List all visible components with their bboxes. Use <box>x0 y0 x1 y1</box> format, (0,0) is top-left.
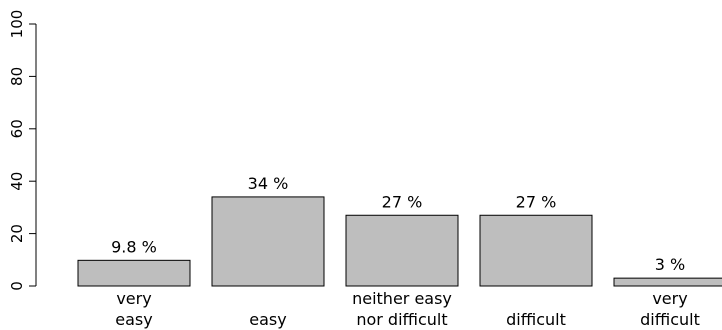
x-tick-label: very <box>652 289 687 308</box>
x-tick-label: easy <box>115 310 152 329</box>
x-tick-label: easy <box>249 310 286 329</box>
data-label: 9.8 % <box>111 237 157 256</box>
y-tick-label: 100 <box>8 10 26 39</box>
x-tick-label: difficult <box>506 310 566 329</box>
x-tick-label: very <box>116 289 151 308</box>
bar <box>345 214 459 287</box>
y-tick-label: 20 <box>8 224 26 243</box>
data-label: 27 % <box>382 192 423 211</box>
y-tick-label: 60 <box>8 119 26 138</box>
bar <box>613 277 722 287</box>
data-label: 27 % <box>516 192 557 211</box>
bar <box>77 259 191 287</box>
y-tick-label: 80 <box>8 67 26 86</box>
data-label: 3 % <box>655 255 685 274</box>
bar <box>479 214 593 287</box>
y-tick-label: 40 <box>8 172 26 191</box>
y-tick-label: 0 <box>8 281 26 291</box>
x-tick-label: difficult <box>640 310 700 329</box>
x-tick-label: neither easy <box>352 289 452 308</box>
bar <box>211 196 325 287</box>
data-label: 34 % <box>248 174 289 193</box>
x-tick-label: nor difficult <box>356 310 447 329</box>
